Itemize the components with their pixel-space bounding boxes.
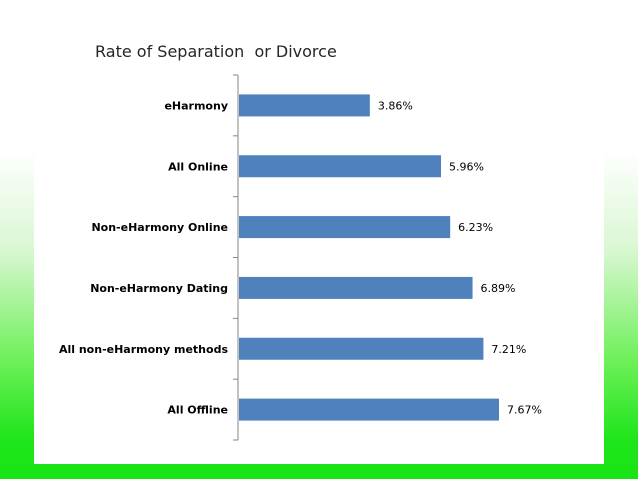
value-label: 3.86% — [378, 99, 413, 112]
bar — [239, 155, 442, 178]
value-label: 7.67% — [507, 404, 542, 417]
bar — [239, 276, 473, 299]
chart-title: Rate of Separation or Divorce — [95, 42, 337, 61]
category-label: Non-eHarmony Online — [91, 221, 228, 234]
value-label: 6.23% — [458, 221, 493, 234]
value-label: 5.96% — [449, 160, 484, 173]
category-label: All non-eHarmony methods — [59, 343, 228, 356]
bar — [239, 216, 451, 239]
category-label: eHarmony — [164, 99, 228, 112]
value-label: 6.89% — [481, 282, 516, 295]
bar — [239, 337, 484, 360]
value-label: 7.21% — [491, 343, 526, 356]
bar — [239, 94, 370, 117]
category-label: All Online — [168, 160, 228, 173]
category-label: All Offline — [167, 404, 228, 417]
category-label: Non-eHarmony Dating — [90, 282, 228, 295]
bar — [239, 398, 499, 421]
